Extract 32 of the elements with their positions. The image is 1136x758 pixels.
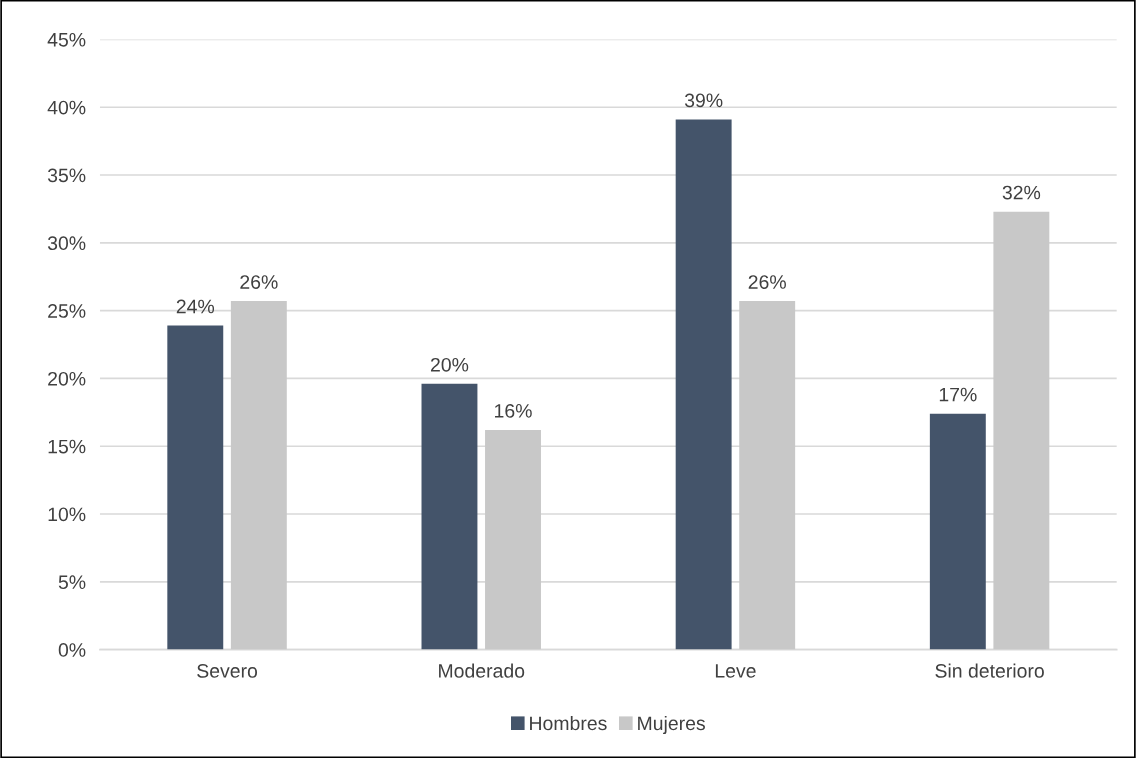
legend-label: Hombres — [530, 715, 607, 731]
y-tick-label: 45% — [47, 32, 86, 47]
y-tick-label: 20% — [48, 371, 86, 386]
bar — [167, 325, 224, 650]
bar — [230, 301, 287, 650]
data-label: 26% — [240, 275, 278, 289]
x-tick-label: Severo — [197, 664, 258, 678]
bar — [739, 301, 796, 650]
data-label: 24% — [176, 299, 215, 314]
x-tick-label: Leve — [715, 664, 756, 678]
y-tick-label: 5% — [58, 575, 86, 590]
y-tick-label: 25% — [48, 304, 86, 318]
x-tick-label: Moderado — [439, 663, 525, 678]
y-tick-label: 15% — [48, 439, 86, 454]
bar — [421, 383, 478, 650]
data-label: 26% — [748, 275, 786, 289]
y-tick-label: 30% — [47, 236, 86, 251]
legend-label: Mujeres — [638, 715, 705, 735]
bar — [485, 429, 541, 650]
data-label: 16% — [495, 403, 532, 418]
data-label: 17% — [939, 387, 977, 402]
y-tick-label: 0% — [58, 643, 86, 657]
x-tick-label: Sin deterioro — [935, 663, 1044, 678]
data-label: 20% — [430, 357, 469, 372]
y-tick-label: 35% — [47, 168, 86, 183]
y-tick-label: 40% — [47, 100, 86, 115]
y-tick-label: 10% — [48, 507, 86, 522]
bar — [929, 413, 986, 650]
data-label: 39% — [684, 93, 723, 108]
bar — [675, 119, 732, 650]
data-label: 32% — [1002, 185, 1041, 200]
bar — [993, 211, 1050, 650]
